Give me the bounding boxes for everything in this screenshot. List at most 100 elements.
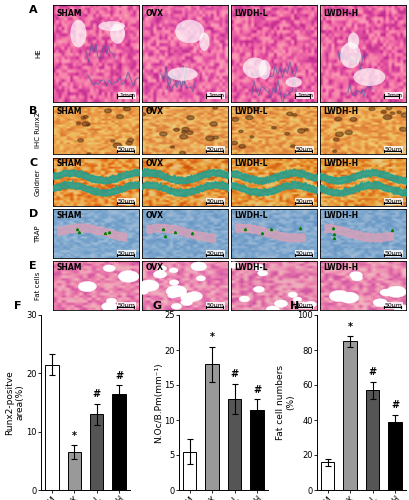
- Text: #: #: [92, 390, 101, 400]
- Circle shape: [196, 276, 205, 281]
- Circle shape: [205, 136, 213, 140]
- Circle shape: [339, 292, 358, 303]
- Circle shape: [295, 148, 301, 150]
- Circle shape: [245, 116, 252, 119]
- Circle shape: [212, 136, 218, 139]
- Circle shape: [186, 131, 193, 134]
- Text: #: #: [368, 367, 376, 377]
- Circle shape: [257, 270, 267, 276]
- Circle shape: [157, 266, 166, 271]
- Text: SHAM: SHAM: [56, 160, 82, 168]
- Circle shape: [113, 143, 121, 148]
- Text: 50μm: 50μm: [295, 199, 313, 204]
- Bar: [45, 364, 58, 490]
- Circle shape: [187, 116, 193, 119]
- Text: 50μm: 50μm: [117, 251, 135, 256]
- Circle shape: [292, 114, 296, 116]
- Circle shape: [393, 305, 409, 314]
- Text: OVX: OVX: [145, 108, 163, 116]
- Bar: [320, 462, 334, 490]
- Circle shape: [83, 116, 88, 118]
- Text: 50μm: 50μm: [206, 147, 224, 152]
- Circle shape: [212, 106, 217, 109]
- Text: 50μm: 50μm: [384, 147, 402, 152]
- Circle shape: [303, 128, 308, 130]
- Circle shape: [159, 132, 166, 136]
- Text: 50μm: 50μm: [384, 251, 402, 256]
- Text: SHAM: SHAM: [56, 9, 82, 18]
- Circle shape: [147, 282, 157, 288]
- Text: 50μm: 50μm: [206, 303, 224, 308]
- Text: LWDH-H: LWDH-H: [323, 160, 358, 168]
- Circle shape: [180, 299, 192, 306]
- Circle shape: [389, 112, 393, 114]
- Circle shape: [249, 136, 253, 138]
- Circle shape: [181, 130, 186, 134]
- Text: *: *: [347, 322, 352, 332]
- Circle shape: [332, 150, 336, 152]
- Circle shape: [76, 122, 81, 124]
- Circle shape: [297, 129, 304, 133]
- Bar: [387, 422, 401, 490]
- Bar: [182, 452, 196, 490]
- Ellipse shape: [258, 60, 270, 80]
- Circle shape: [238, 144, 245, 148]
- Text: F: F: [14, 301, 22, 311]
- Text: LWDH-L: LWDH-L: [234, 264, 267, 272]
- Text: SHAM: SHAM: [56, 264, 82, 272]
- Text: 1mm: 1mm: [208, 93, 224, 98]
- Circle shape: [82, 122, 89, 126]
- Ellipse shape: [285, 77, 301, 87]
- Circle shape: [118, 270, 139, 282]
- Text: B: B: [29, 106, 38, 116]
- Circle shape: [400, 113, 408, 117]
- Circle shape: [286, 112, 292, 116]
- Circle shape: [123, 106, 128, 108]
- Circle shape: [104, 109, 111, 112]
- Circle shape: [349, 118, 356, 122]
- Text: 50μm: 50μm: [384, 303, 402, 308]
- Ellipse shape: [98, 21, 125, 31]
- Text: 1mm: 1mm: [385, 93, 402, 98]
- Y-axis label: N.Oc/B.Pm(mm⁻¹): N.Oc/B.Pm(mm⁻¹): [153, 362, 162, 443]
- Text: SHAM: SHAM: [56, 212, 82, 220]
- Circle shape: [349, 272, 362, 279]
- Bar: [227, 399, 241, 490]
- Text: C: C: [29, 158, 37, 168]
- Text: LWDH-H: LWDH-H: [323, 9, 358, 18]
- Text: Fat cells: Fat cells: [35, 272, 41, 300]
- Text: *: *: [72, 430, 76, 440]
- Circle shape: [335, 132, 342, 136]
- Circle shape: [191, 262, 206, 271]
- Bar: [90, 414, 103, 490]
- Text: A: A: [29, 5, 38, 15]
- Text: LWDH-L: LWDH-L: [234, 212, 267, 220]
- Circle shape: [271, 126, 276, 129]
- Ellipse shape: [199, 32, 209, 51]
- Circle shape: [170, 146, 174, 148]
- Circle shape: [274, 300, 287, 308]
- Text: 50μm: 50μm: [117, 303, 135, 308]
- Circle shape: [372, 298, 387, 307]
- Text: OVX: OVX: [145, 160, 163, 168]
- Circle shape: [186, 292, 202, 301]
- Circle shape: [284, 132, 289, 135]
- Circle shape: [180, 134, 187, 139]
- Circle shape: [396, 111, 400, 114]
- Circle shape: [81, 116, 85, 119]
- Circle shape: [379, 289, 391, 296]
- Circle shape: [344, 130, 351, 134]
- Circle shape: [265, 306, 279, 314]
- Text: E: E: [29, 262, 37, 272]
- Ellipse shape: [243, 58, 266, 78]
- Text: 50μm: 50μm: [206, 199, 224, 204]
- Ellipse shape: [175, 20, 204, 43]
- Text: TRAP: TRAP: [35, 225, 41, 242]
- Circle shape: [288, 292, 297, 298]
- Circle shape: [146, 108, 153, 111]
- Circle shape: [231, 118, 238, 122]
- Circle shape: [103, 265, 115, 272]
- Text: IHC Runx2: IHC Runx2: [35, 112, 41, 148]
- Circle shape: [399, 128, 406, 132]
- Circle shape: [139, 280, 159, 291]
